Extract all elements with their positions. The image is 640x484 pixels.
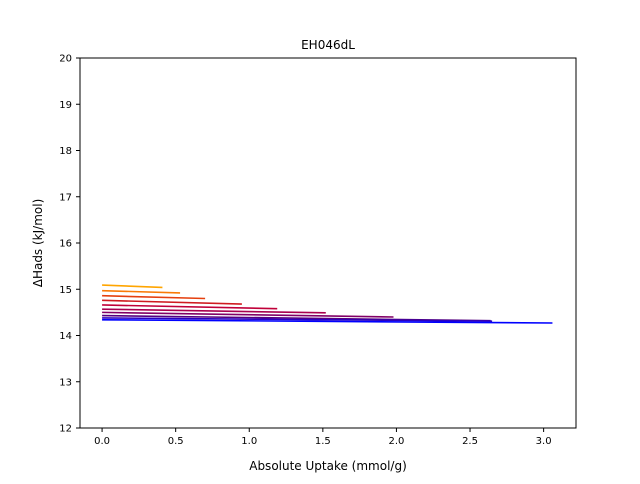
y-tick-label: 20 <box>59 54 72 65</box>
y-tick-label: 13 <box>59 377 72 388</box>
x-tick-label: 3.0 <box>536 436 552 447</box>
series-line-7 <box>102 311 394 318</box>
x-tick-label: 0.0 <box>94 436 110 447</box>
y-tick-label: 15 <box>59 285 72 296</box>
y-tick-label: 16 <box>59 239 72 250</box>
series-layer <box>102 284 553 324</box>
y-tick-label: 18 <box>59 146 72 157</box>
x-tick-label: 2.5 <box>462 436 478 447</box>
y-axis: 12 13 14 15 16 17 18 19 20 <box>59 54 80 435</box>
x-axis-title: Absolute Uptake (mmol/g) <box>249 459 407 473</box>
series-line-6 <box>102 308 326 314</box>
x-tick-label: 0.5 <box>168 436 184 447</box>
series-line-9 <box>102 317 493 322</box>
x-tick-label: 2.0 <box>388 436 404 447</box>
y-tick-label: 12 <box>59 424 72 435</box>
plot-frame <box>79 57 577 429</box>
series-line-2 <box>102 289 181 294</box>
y-axis-title: ΔHads (kJ/mol) <box>31 199 45 288</box>
x-axis: 0.0 0.5 1.0 1.5 2.0 2.5 3.0 <box>94 428 552 447</box>
y-tick-label: 19 <box>59 100 72 111</box>
y-tick-label: 14 <box>59 331 72 342</box>
y-tick-label: 17 <box>59 192 72 203</box>
series-line-3 <box>102 294 206 300</box>
x-tick-label: 1.0 <box>241 436 257 447</box>
x-tick-label: 1.5 <box>315 436 331 447</box>
series-line-10 <box>102 318 553 324</box>
chart-title: EH046dL <box>301 38 355 52</box>
series-line-5 <box>102 304 278 310</box>
series-line-1 <box>102 284 163 289</box>
series-line-4 <box>102 299 242 305</box>
